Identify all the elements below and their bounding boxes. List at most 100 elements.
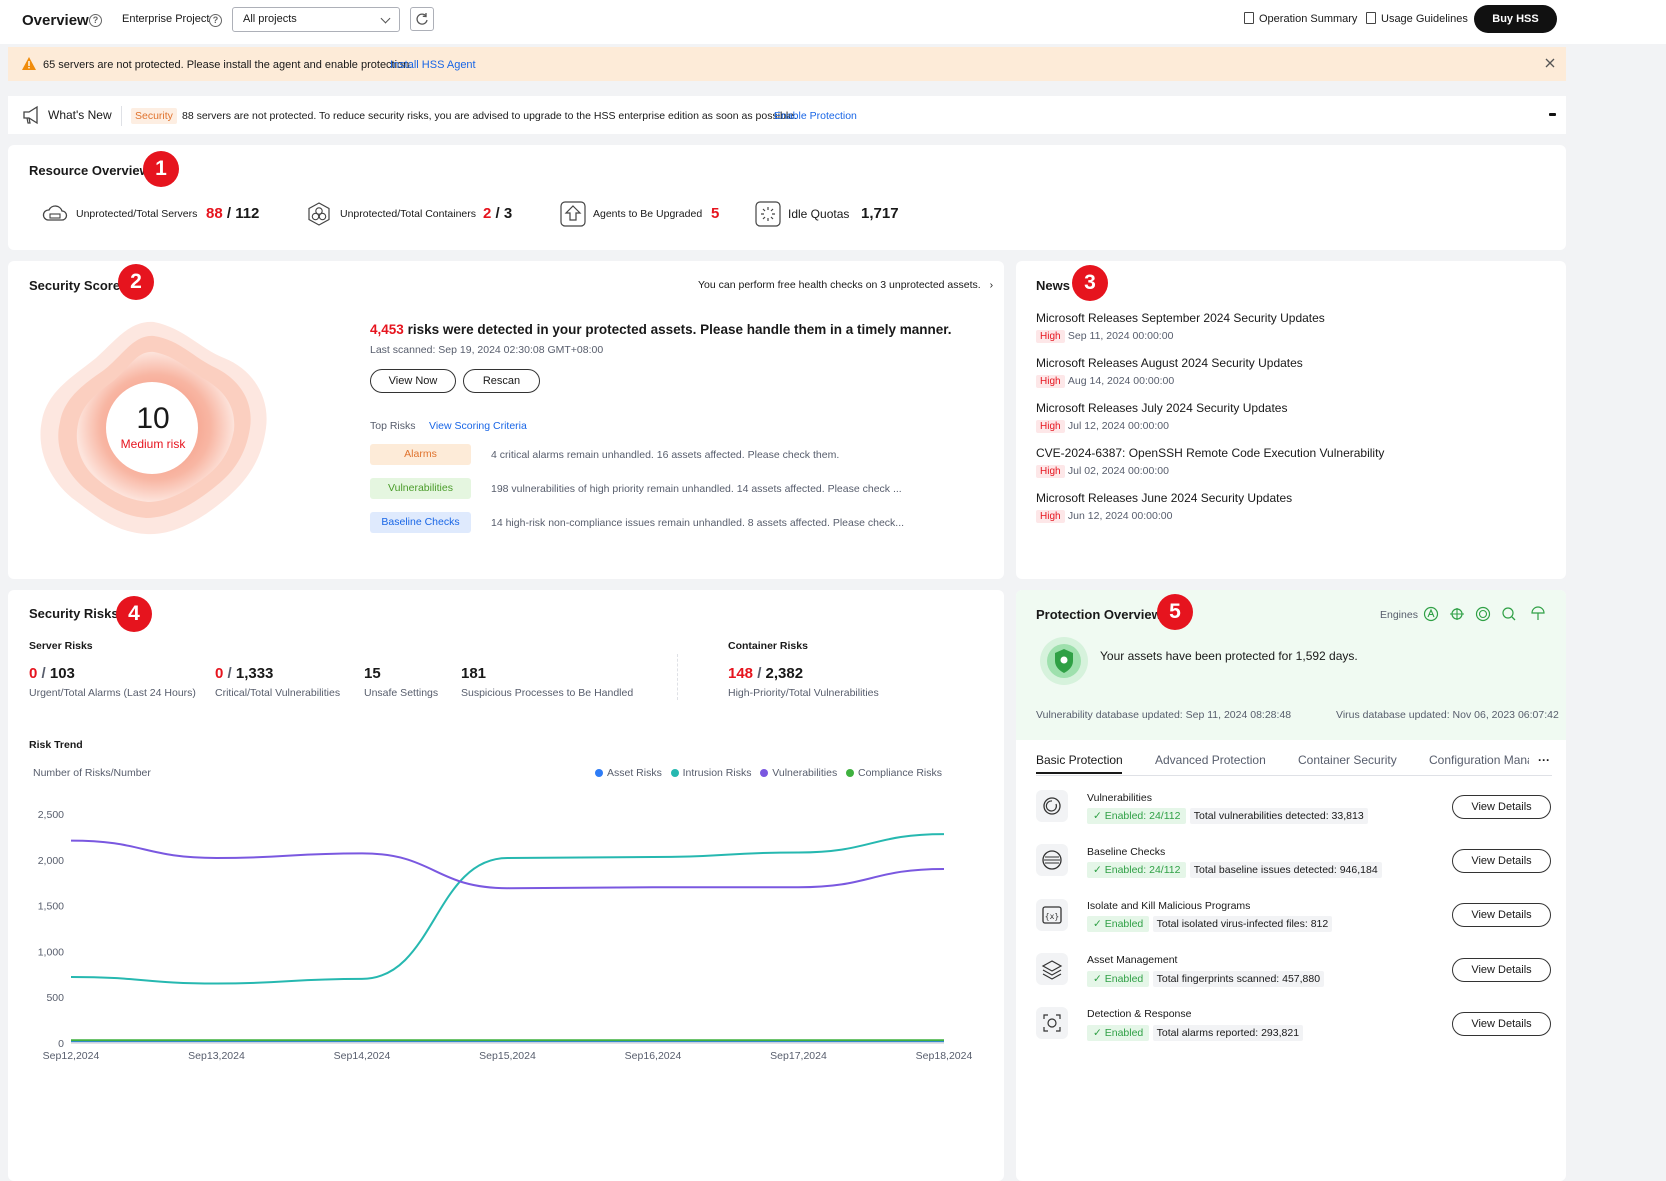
news-item-title[interactable]: CVE-2024-6387: OpenSSH Remote Code Execu… [1036, 446, 1385, 460]
vuln-db-updated: Vulnerability database updated: Sep 11, … [1036, 709, 1292, 721]
containers-label: Unprotected/Total Containers [340, 208, 476, 220]
servers-value[interactable]: 88 / 112 [206, 205, 260, 222]
megaphone-icon [23, 105, 38, 125]
install-agent-link[interactable]: Install HSS Agent [390, 59, 476, 71]
engine-bug-icon [1450, 608, 1464, 620]
engine-icons [1423, 606, 1545, 622]
whats-new-label: What's New [48, 108, 112, 122]
refresh-icon [416, 13, 428, 25]
news-item-title[interactable]: Microsoft Releases September 2024 Securi… [1036, 311, 1325, 325]
usage-guidelines-link[interactable]: Usage Guidelines [1381, 13, 1468, 25]
step-badge: 2 [118, 264, 154, 300]
close-icon[interactable] [1545, 58, 1555, 68]
chevron-right-icon: › [989, 279, 994, 291]
y-tick-label: 500 [46, 992, 64, 1004]
refresh-button[interactable] [410, 7, 434, 31]
suspicious-processes-value[interactable]: 181 [461, 665, 487, 682]
servers-label: Unprotected/Total Servers [76, 208, 198, 220]
containers-value[interactable]: 2 / 3 [483, 205, 513, 222]
agents-value[interactable]: 5 [711, 205, 720, 222]
help-icon[interactable]: ? [89, 14, 102, 27]
step-badge: 4 [116, 596, 152, 632]
check-circle-icon: ✓ [1093, 918, 1102, 930]
score-value: 10 [136, 402, 170, 435]
idle-quotas-value[interactable]: 1,717 [861, 205, 899, 222]
alarms-tag[interactable]: Alarms [370, 444, 471, 465]
security-score-title: Security Score [29, 278, 121, 293]
engine-fingerprint-icon [1475, 606, 1491, 622]
vulnerabilities-text: 198 vulnerabilities of high priority rem… [491, 483, 902, 495]
vulnerability-icon [1036, 790, 1068, 822]
step-badge: 1 [143, 151, 179, 187]
engines-label: Engines [1380, 609, 1418, 621]
view-details-button[interactable]: View Details [1452, 903, 1551, 927]
tab-active-indicator [1036, 772, 1122, 774]
view-now-button[interactable]: View Now [370, 369, 456, 393]
legend-item[interactable]: Intrusion Risks [670, 767, 751, 779]
health-check-link[interactable]: You can perform free health checks on 3 … [698, 279, 994, 291]
step-badge: 3 [1072, 265, 1108, 301]
virus-db-updated: Virus database updated: Nov 06, 2023 06:… [1336, 709, 1559, 721]
view-details-button[interactable]: View Details [1452, 958, 1551, 982]
suspicious-processes-label: Suspicious Processes to Be Handled [461, 687, 634, 699]
x-tick-label: Sep12,2024 [43, 1050, 100, 1062]
engine-umbrella-icon [1531, 606, 1545, 620]
unsafe-settings-value[interactable]: 15 [364, 665, 381, 682]
step-badge: 5 [1157, 594, 1193, 630]
vulnerabilities-tag[interactable]: Vulnerabilities [370, 478, 471, 499]
news-item-title[interactable]: Microsoft Releases June 2024 Security Up… [1036, 491, 1293, 505]
view-details-button[interactable]: View Details [1452, 1012, 1551, 1036]
tab-basic-protection[interactable]: Basic Protection [1036, 753, 1123, 767]
protected-days-text: Your assets have been protected for 1,59… [1100, 649, 1358, 663]
project-select[interactable]: All projects [232, 7, 400, 32]
container-icon [308, 202, 330, 226]
check-circle-icon: ✓ [1093, 864, 1102, 876]
baseline-text: 14 high-risk non-compliance issues remai… [491, 517, 905, 529]
score-blob [40, 321, 267, 535]
news-title: News [1036, 278, 1070, 293]
enable-protection-link[interactable]: Enable Protection [774, 110, 857, 122]
protection-title: Protection Overview [1036, 607, 1162, 622]
whats-new-text: 88 servers are not protected. To reduce … [182, 110, 797, 122]
pager-dot[interactable] [1549, 113, 1556, 116]
more-tabs-icon[interactable]: ··· [1538, 753, 1550, 767]
container-vulns-value[interactable]: 148 / 2,382 [728, 665, 804, 682]
legend-item[interactable]: Compliance Risks [845, 767, 942, 779]
enabled-badge: ✓ Enabled: 24/112 [1087, 862, 1187, 878]
project-select-value: All projects [243, 13, 297, 25]
engine-scan-icon [1502, 607, 1516, 621]
vulns-value[interactable]: 0 / 1,333 [215, 665, 274, 682]
detection-icon [1036, 1007, 1068, 1039]
view-details-button[interactable]: View Details [1452, 795, 1551, 819]
protection-item-status: ✓ Enabled: 24/112 Total vulnerabilities … [1087, 808, 1368, 824]
y-tick-label: 2,000 [38, 855, 64, 867]
alarms-value[interactable]: 0 / 103 [29, 665, 75, 682]
view-details-button[interactable]: View Details [1452, 849, 1551, 873]
x-tick-label: Sep17,2024 [770, 1050, 827, 1062]
legend-item[interactable]: Asset Risks [595, 767, 662, 779]
check-circle-icon: ✓ [1093, 1027, 1102, 1039]
y-tick-label: 0 [58, 1038, 64, 1050]
news-item-meta: High Jul 02, 2024 00:00:00 [1036, 463, 1169, 478]
vulns-label: Critical/Total Vulnerabilities [215, 687, 341, 699]
server-risks-label: Server Risks [29, 640, 93, 652]
warning-icon [22, 57, 36, 70]
rescan-button[interactable]: Rescan [463, 369, 540, 393]
isolate-icon: {x} [1036, 899, 1068, 931]
layers-icon [1036, 953, 1068, 985]
help-icon[interactable]: ? [209, 14, 222, 27]
scoring-criteria-link[interactable]: View Scoring Criteria [429, 420, 527, 432]
news-item-title[interactable]: Microsoft Releases August 2024 Security … [1036, 356, 1303, 370]
tab-container-security[interactable]: Container Security [1298, 753, 1397, 767]
engine-a-icon [1423, 606, 1439, 622]
buy-hss-button[interactable]: Buy HSS [1474, 5, 1557, 33]
tab-configuration[interactable]: Configuration Mana [1429, 753, 1529, 767]
protection-item-status: ✓ Enabled: 24/112 Total baseline issues … [1087, 862, 1382, 878]
baseline-tag[interactable]: Baseline Checks [370, 512, 471, 533]
warning-banner [8, 47, 1566, 81]
tab-advanced-protection[interactable]: Advanced Protection [1155, 753, 1266, 767]
protection-item-name: Isolate and Kill Malicious Programs [1087, 900, 1251, 912]
operation-summary-link[interactable]: Operation Summary [1259, 13, 1358, 25]
legend-item[interactable]: Vulnerabilities [760, 767, 837, 779]
news-item-title[interactable]: Microsoft Releases July 2024 Security Up… [1036, 401, 1288, 415]
